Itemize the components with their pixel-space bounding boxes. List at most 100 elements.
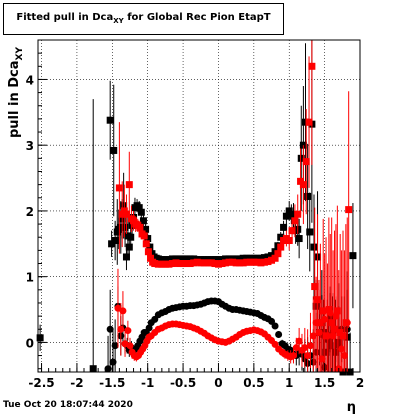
- data-point-square: [291, 217, 299, 225]
- data-point-square: [122, 210, 130, 218]
- data-point-square: [207, 259, 215, 267]
- data-point-circle: [301, 344, 309, 352]
- data-point-square: [183, 260, 191, 268]
- data-point-square: [302, 158, 310, 166]
- data-point-square: [264, 253, 272, 261]
- data-point-circle: [271, 322, 279, 330]
- data-point-square: [308, 62, 316, 70]
- data-point-square: [268, 252, 276, 260]
- data-point-square: [214, 256, 222, 264]
- data-point-circle: [340, 352, 348, 360]
- data-point-square: [246, 254, 254, 262]
- data-point-circle: [295, 337, 303, 345]
- data-point-square: [229, 258, 237, 266]
- data-point-circle: [119, 307, 127, 315]
- data-point-square: [232, 255, 240, 263]
- x-axis-label: η: [347, 400, 356, 414]
- data-point-square: [165, 260, 173, 268]
- data-point-square: [135, 204, 143, 212]
- data-point-square: [304, 192, 312, 200]
- data-point-square: [222, 255, 230, 263]
- data-point-square: [197, 259, 205, 267]
- data-point-square: [246, 258, 254, 266]
- x-tick-label: 1: [285, 376, 293, 390]
- data-point-square: [172, 255, 180, 263]
- data-point-square: [250, 254, 258, 262]
- data-point-square: [179, 260, 187, 268]
- data-point-square: [232, 259, 240, 267]
- chart-title: Fitted pull in DcaXY for Global Rec Pion…: [4, 12, 283, 25]
- y-tick-label: 3: [26, 139, 34, 153]
- data-point-square: [314, 296, 322, 304]
- x-tick-label: -0.5: [170, 376, 196, 390]
- data-point-square: [154, 260, 162, 268]
- data-point-square: [257, 259, 265, 267]
- data-point-square: [297, 154, 305, 162]
- data-point-square: [165, 256, 173, 264]
- data-layer: [36, 40, 357, 376]
- data-point-square: [302, 118, 310, 126]
- data-point-square: [128, 221, 136, 229]
- plot-frame: [37, 39, 361, 373]
- data-point-circle: [289, 352, 297, 360]
- data-point-square: [243, 258, 251, 266]
- data-point-square: [186, 260, 194, 268]
- data-point-circle: [323, 332, 331, 340]
- data-point-square: [218, 260, 226, 268]
- data-point-square: [172, 259, 180, 267]
- y-axis-label: pull in DcaXY: [7, 47, 25, 138]
- x-tick-label: 1.5: [314, 376, 335, 390]
- data-point-circle: [329, 332, 337, 340]
- data-point-square: [295, 235, 303, 243]
- data-point-square: [176, 260, 184, 268]
- data-point-square: [137, 208, 145, 216]
- series-3-mean: [114, 217, 351, 373]
- series-0-sigma: [36, 40, 357, 376]
- data-point-square: [154, 255, 162, 263]
- data-point-square: [158, 256, 166, 264]
- data-point-square: [257, 254, 265, 262]
- x-tick-label: -1.5: [99, 376, 125, 390]
- data-point-square: [236, 259, 244, 267]
- data-point-square: [190, 255, 198, 263]
- data-point-square: [222, 259, 230, 267]
- data-point-circle: [111, 342, 119, 350]
- data-point-circle: [275, 331, 283, 339]
- data-point-square: [36, 334, 44, 342]
- chart-title-main: Fitted pull in Dca: [16, 12, 114, 23]
- data-point-square: [140, 232, 148, 240]
- data-point-square: [305, 118, 313, 126]
- data-point-square: [294, 210, 302, 218]
- chart-title-suffix: for Global Rec Pion EtapT: [123, 12, 271, 23]
- data-point-square: [179, 255, 187, 263]
- data-point-square: [214, 260, 222, 268]
- data-point-square: [127, 233, 135, 241]
- data-point-square: [139, 217, 147, 225]
- data-point-square: [142, 225, 150, 233]
- data-point-circle: [145, 324, 153, 332]
- data-point-square: [331, 348, 339, 356]
- data-point-square: [200, 259, 208, 267]
- data-point-square: [349, 252, 357, 260]
- data-point-square: [264, 258, 272, 266]
- data-point-square: [193, 258, 201, 266]
- data-point-square: [328, 319, 336, 327]
- data-point-square: [277, 243, 285, 251]
- data-point-square: [146, 243, 154, 251]
- data-point-square: [89, 365, 97, 373]
- data-point-square: [122, 253, 130, 261]
- data-point-square: [331, 325, 339, 333]
- data-point-square: [211, 260, 219, 268]
- data-point-square: [306, 228, 314, 236]
- data-point-circle: [326, 309, 334, 317]
- data-point-square: [147, 254, 155, 262]
- timestamp-footer: Tue Oct 20 18:07:44 2020: [3, 400, 133, 410]
- data-point-square: [151, 260, 159, 268]
- data-point-square: [311, 283, 319, 291]
- x-tick-label: -1: [141, 376, 154, 390]
- data-point-square: [250, 258, 258, 266]
- data-point-square: [161, 256, 169, 264]
- data-point-square: [211, 256, 219, 264]
- data-point-square: [121, 223, 129, 231]
